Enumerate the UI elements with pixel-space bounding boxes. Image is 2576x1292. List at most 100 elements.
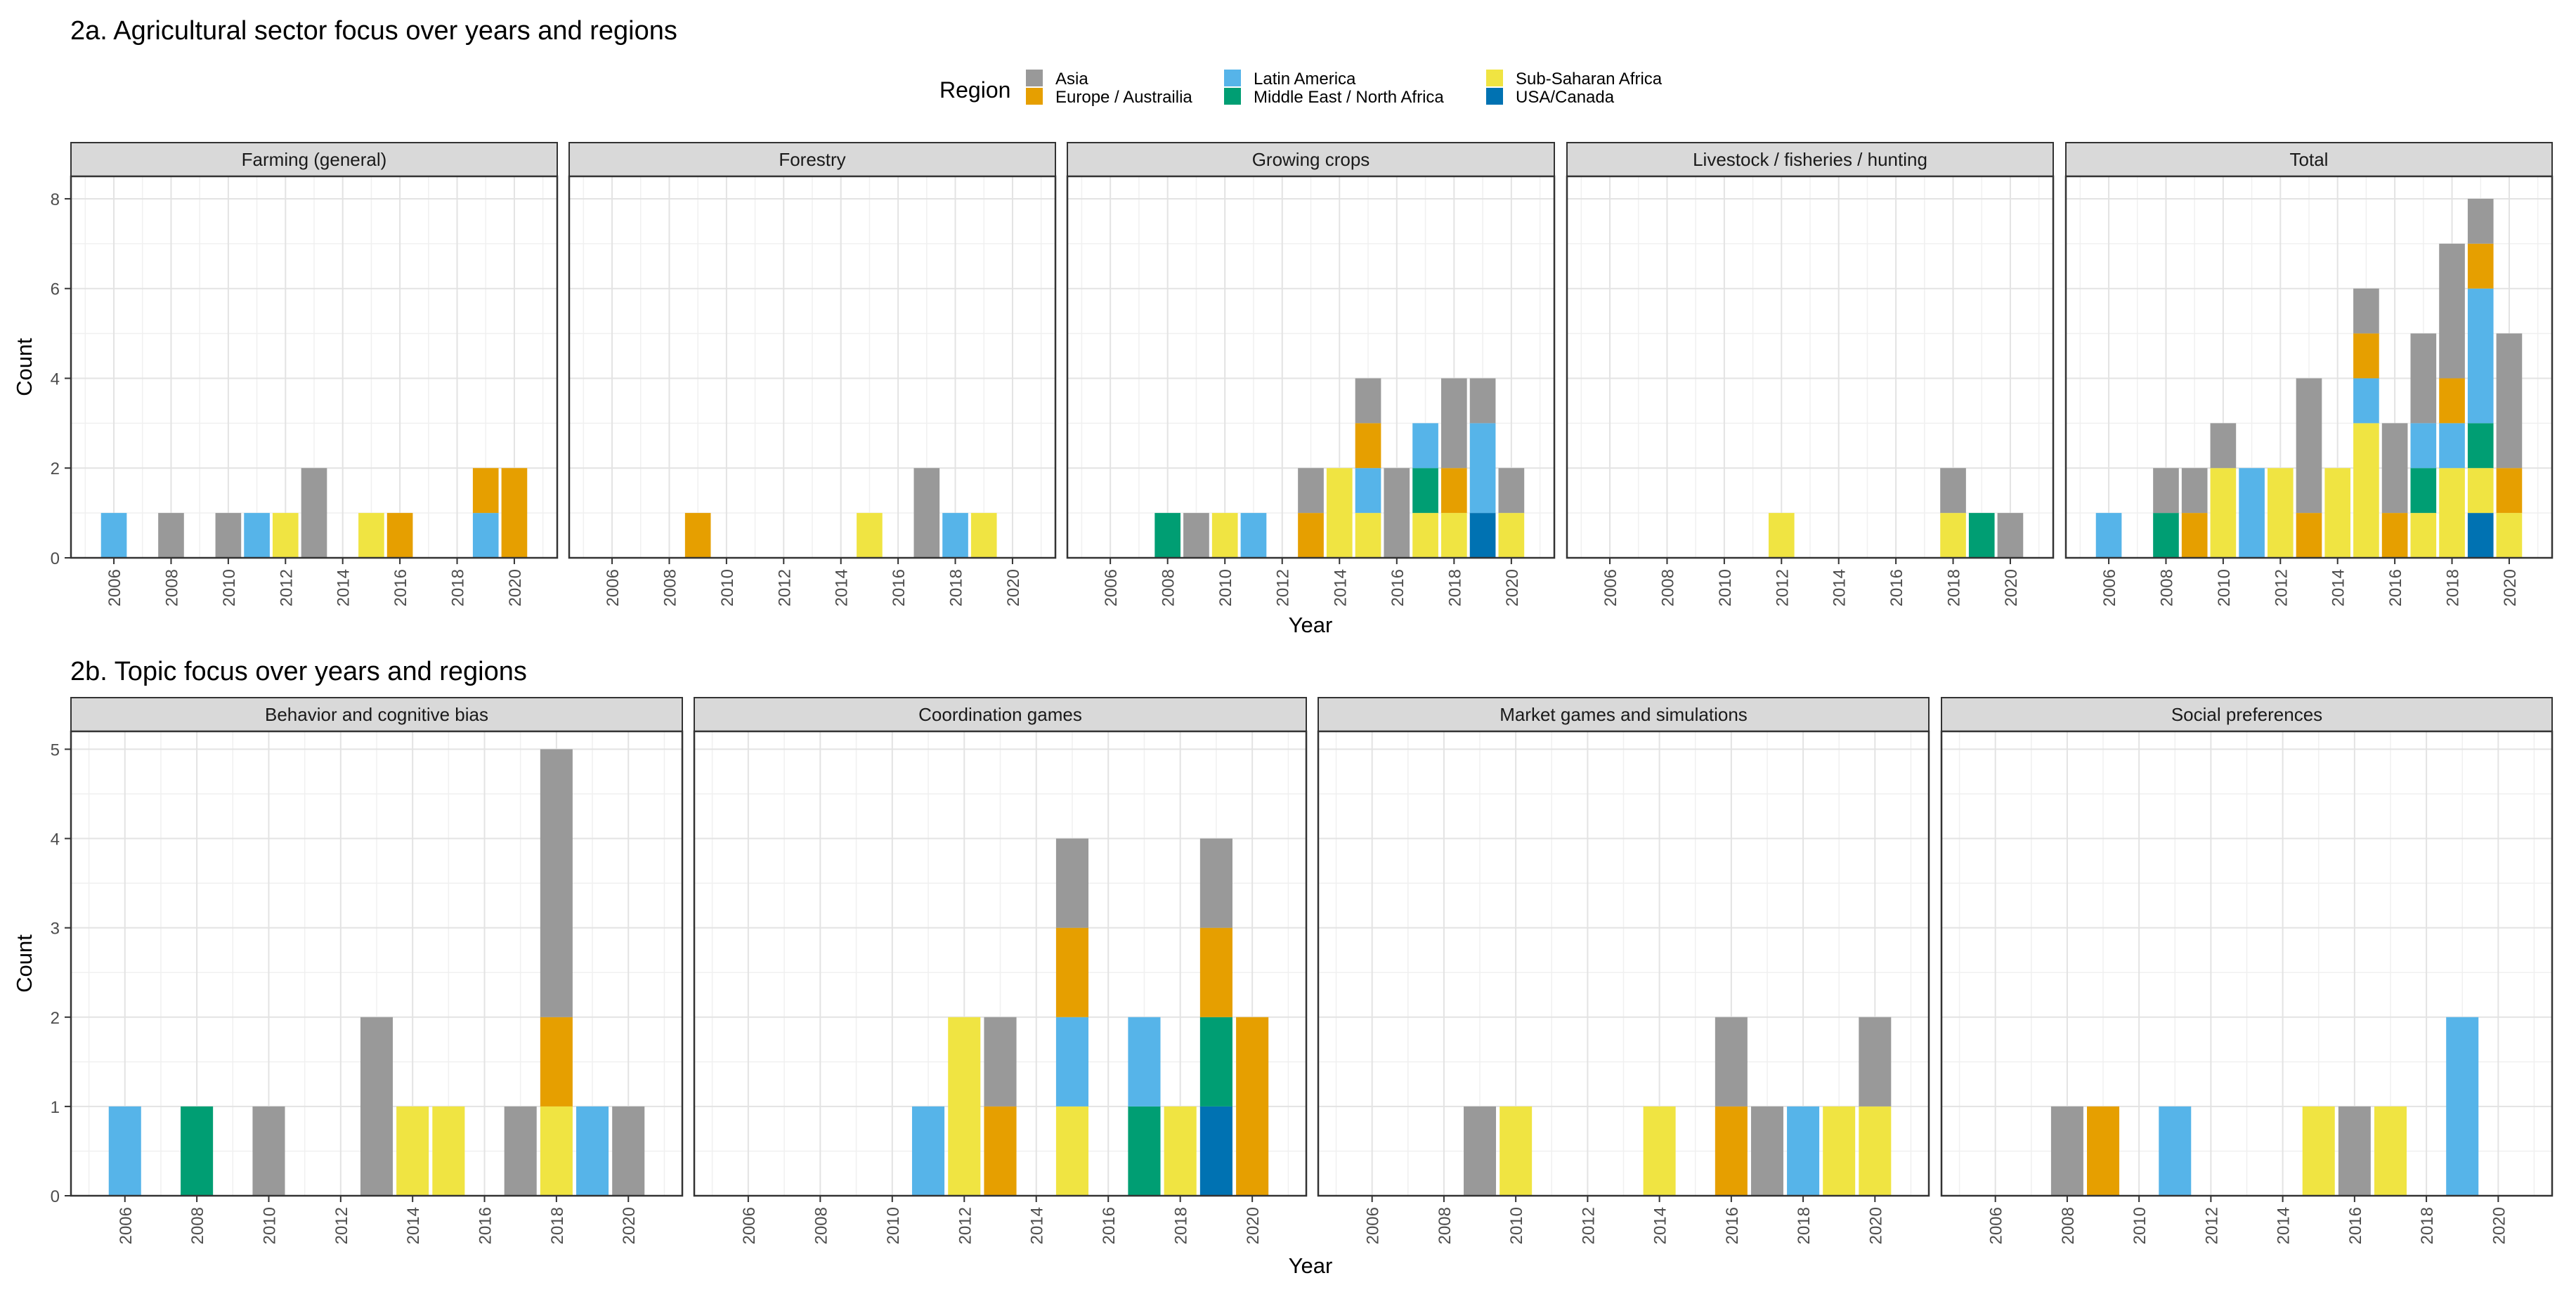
bar-segment-2020-asia — [612, 1106, 645, 1196]
bar-segment-2009-europe-austrailia — [2087, 1106, 2120, 1196]
legend-key-swatch — [1486, 88, 1503, 105]
bar-segment-2015-asia — [1355, 378, 1381, 424]
bar-segment-2011-latin-america — [244, 513, 270, 558]
facet-strip — [70, 142, 558, 177]
x-tick-label: 2018 — [2444, 569, 2463, 606]
panel-market-games-and-simulations: Market games and simulations 2006 2008 2010… — [1317, 697, 1930, 1244]
panel-border — [70, 730, 684, 1197]
legend-title: Region — [939, 77, 1010, 103]
legend-item-usa-canada: USA/Canada — [1486, 88, 1615, 107]
x-tick-label: 2008 — [2157, 569, 2176, 606]
facet-strip-label: Farming (general) — [242, 149, 387, 170]
y-tick-label: 3 — [51, 920, 60, 939]
bar-segment-2018-europe-austrailia — [2439, 378, 2465, 424]
bar-segment-2016-asia — [2381, 423, 2408, 514]
bar-segment-2013-asia — [2296, 378, 2322, 514]
x-tick-label: 2018 — [548, 1207, 567, 1244]
x-tick-label: 2012 — [2202, 1207, 2221, 1244]
y-tick-label: 4 — [51, 370, 60, 389]
bar-segment-2015-sub-saharan-africa — [1355, 513, 1381, 558]
bar-segment-2019-europe-austrailia — [472, 468, 499, 514]
x-tick-label: 2008 — [661, 569, 679, 606]
bar-segment-2020-sub-saharan-africa — [1859, 1106, 1892, 1196]
bar-segment-2019-europe-austrailia — [2467, 243, 2494, 289]
bar-segment-2019-sub-saharan-africa — [2467, 468, 2494, 514]
x-tick-label: 2010 — [220, 569, 239, 606]
bar-segment-2012-sub-saharan-africa — [1768, 513, 1795, 558]
x-tick-label: 2016 — [1887, 569, 1906, 606]
bar-segment-2009-asia — [1183, 513, 1209, 558]
bar-segment-2009-europe-austrailia — [684, 513, 711, 558]
bar-segment-2017-asia — [504, 1106, 537, 1196]
bar-segment-2016-europe-austrailia — [1715, 1106, 1748, 1196]
bar-segment-2020-asia — [1859, 1017, 1892, 1107]
x-tick-label: 2018 — [1445, 569, 1464, 606]
bar-segment-2013-europe-austrailia — [984, 1106, 1017, 1196]
bar-segment-2014-sub-saharan-africa — [396, 1106, 429, 1196]
y-tick-label: 6 — [51, 280, 60, 299]
x-tick-label: 2012 — [2272, 569, 2291, 606]
bar-segment-2018-sub-saharan-africa — [1164, 1106, 1197, 1196]
x-tick-label: 2012 — [332, 1207, 351, 1244]
bar-segment-2019-asia — [1199, 838, 1232, 928]
x-tick-label: 2006 — [604, 569, 623, 606]
bar-segment-2011-latin-america — [1240, 513, 1267, 558]
x-tick-label: 2016 — [1100, 1207, 1119, 1244]
x-tick-label: 2018 — [947, 569, 966, 606]
bar-segment-2018-sub-saharan-africa — [1440, 513, 1467, 558]
x-tick-label: 2012 — [277, 569, 296, 606]
bar-segment-2020-asia — [1498, 468, 1525, 514]
bar-segment-2017-latin-america — [1412, 423, 1438, 469]
x-tick-label: 2016 — [391, 569, 410, 606]
x-tick-label: 2014 — [1651, 1207, 1670, 1244]
x-tick-label: 2006 — [2100, 569, 2119, 606]
x-tick-label: 2014 — [1331, 569, 1350, 606]
bar-segment-2015-sub-saharan-africa — [432, 1106, 465, 1196]
legend-key-swatch — [1486, 70, 1503, 86]
bar-segment-2019-asia — [2467, 198, 2494, 244]
x-tick-label: 2018 — [2418, 1207, 2437, 1244]
bar-segment-2019-europe-austrailia — [1199, 927, 1232, 1017]
bar-segment-2015-latin-america — [1355, 468, 1381, 514]
x-tick-label: 2014 — [833, 569, 852, 606]
bar-segment-2015-sub-saharan-africa — [1055, 1106, 1089, 1196]
facet-strip-label: Coordination games — [918, 704, 1082, 725]
bar-segment-2013-asia — [1298, 468, 1324, 514]
y-tick-label: 5 — [51, 740, 60, 759]
bar-segment-2020-europe-austrailia — [2496, 468, 2523, 514]
panel-border — [1566, 175, 2055, 559]
x-tick-label: 2020 — [1004, 569, 1023, 606]
panel-growing-crops: Growing crops 2006 2008 2010 2012 2014 2016 201… — [1066, 142, 1556, 606]
figure-title: 2a. Agricultural sector focus over years… — [70, 16, 677, 46]
facet-strip-label: Growing crops — [1252, 149, 1370, 170]
x-tick-label: 2014 — [2329, 569, 2348, 606]
x-tick-label: 2010 — [1216, 569, 1235, 606]
x-tick-label: 2006 — [105, 569, 124, 606]
bar-segment-2015-latin-america — [1055, 1017, 1089, 1107]
figure-2a: 2a. Agricultural sector focus over years… — [12, 16, 2554, 637]
x-tick-label: 2006 — [1364, 1207, 1383, 1244]
bar-segment-2015-sub-saharan-africa — [358, 513, 384, 558]
bar-segment-2019-middle-east-north-africa — [1199, 1017, 1232, 1107]
bar-segment-2011-latin-america — [2239, 468, 2265, 558]
bar-segment-2015-sub-saharan-africa — [2353, 423, 2379, 558]
x-tick-label: 2010 — [1716, 569, 1735, 606]
panel-forestry: Forestry 2006 2008 2010 2012 2014 2016 2018 2020 — [568, 142, 1057, 606]
x-tick-label: 2020 — [1503, 569, 1522, 606]
panel-coordination-games: Coordination games 2006 2008 2010 2012 2014 20… — [693, 697, 1308, 1244]
bar-segment-2018-sub-saharan-africa — [540, 1106, 573, 1196]
bar-segment-2017-sub-saharan-africa — [2410, 513, 2437, 558]
facet-strip — [1067, 142, 1555, 177]
bar-segment-2008-asia — [2153, 468, 2179, 514]
facet-strip-label: Behavior and cognitive bias — [265, 704, 488, 725]
bar-segment-2016-europe-austrailia — [2381, 513, 2408, 558]
x-tick-label: 2006 — [117, 1207, 136, 1244]
facet-strip — [2065, 142, 2553, 177]
figure-2b: 2b. Topic focus over years and regions Be… — [12, 657, 2554, 1278]
x-tick-label: 2020 — [1244, 1207, 1263, 1244]
bar-segment-2015-latin-america — [2353, 378, 2379, 424]
bar-segment-2010-sub-saharan-africa — [1500, 1106, 1533, 1196]
bar-segment-2019-middle-east-north-africa — [1968, 513, 1995, 558]
legend-key-label: Latin America — [1254, 70, 1356, 89]
